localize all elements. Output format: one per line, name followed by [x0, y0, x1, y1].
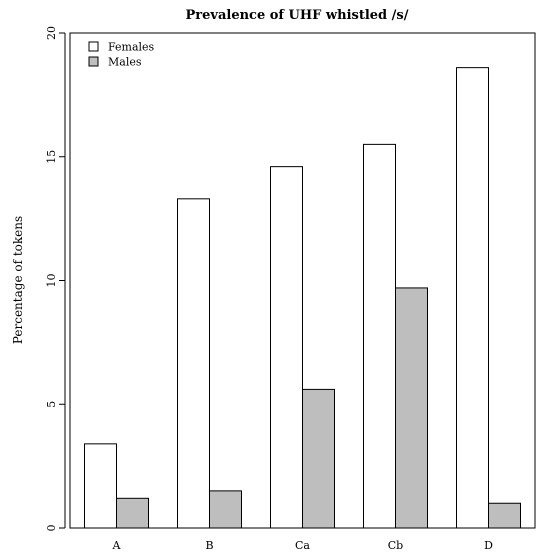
- x-tick-label: D: [484, 539, 493, 552]
- x-axis: A B Ca Cb D: [112, 539, 494, 552]
- bar-males-d: [488, 502, 521, 529]
- legend: Females Males: [88, 41, 155, 69]
- bar-males-ca: [302, 388, 335, 529]
- bar-females-b: [177, 198, 210, 529]
- bar-males-cb: [395, 287, 428, 529]
- y-tick-label: 20: [45, 26, 58, 40]
- x-tick-label: Cb: [388, 539, 403, 552]
- bar-females-d: [456, 67, 489, 529]
- y-tick-label: 15: [45, 150, 58, 164]
- bar-females-a: [84, 443, 117, 529]
- x-tick-label: Ca: [295, 539, 310, 552]
- chart-title: Prevalence of UHF whistled /s/: [186, 8, 409, 23]
- bar-males-b: [209, 490, 242, 529]
- y-tick-label: 10: [45, 274, 58, 288]
- x-tick-label: B: [205, 539, 213, 552]
- legend-label-males: Males: [108, 56, 142, 69]
- y-axis: 0 5 10 15 20: [45, 26, 66, 532]
- bars: [69, 32, 536, 529]
- bar-females-ca: [270, 166, 303, 529]
- legend-label-females: Females: [108, 41, 155, 54]
- legend-swatch-males: [88, 56, 99, 67]
- bar-males-a: [116, 497, 149, 529]
- y-tick-label: 0: [45, 525, 58, 532]
- y-tick-label: 5: [45, 401, 58, 408]
- x-tick-label: A: [112, 539, 122, 552]
- bar-females-cb: [363, 143, 396, 529]
- y-axis-label: Percentage of tokens: [11, 216, 25, 344]
- legend-swatch-females: [88, 41, 99, 52]
